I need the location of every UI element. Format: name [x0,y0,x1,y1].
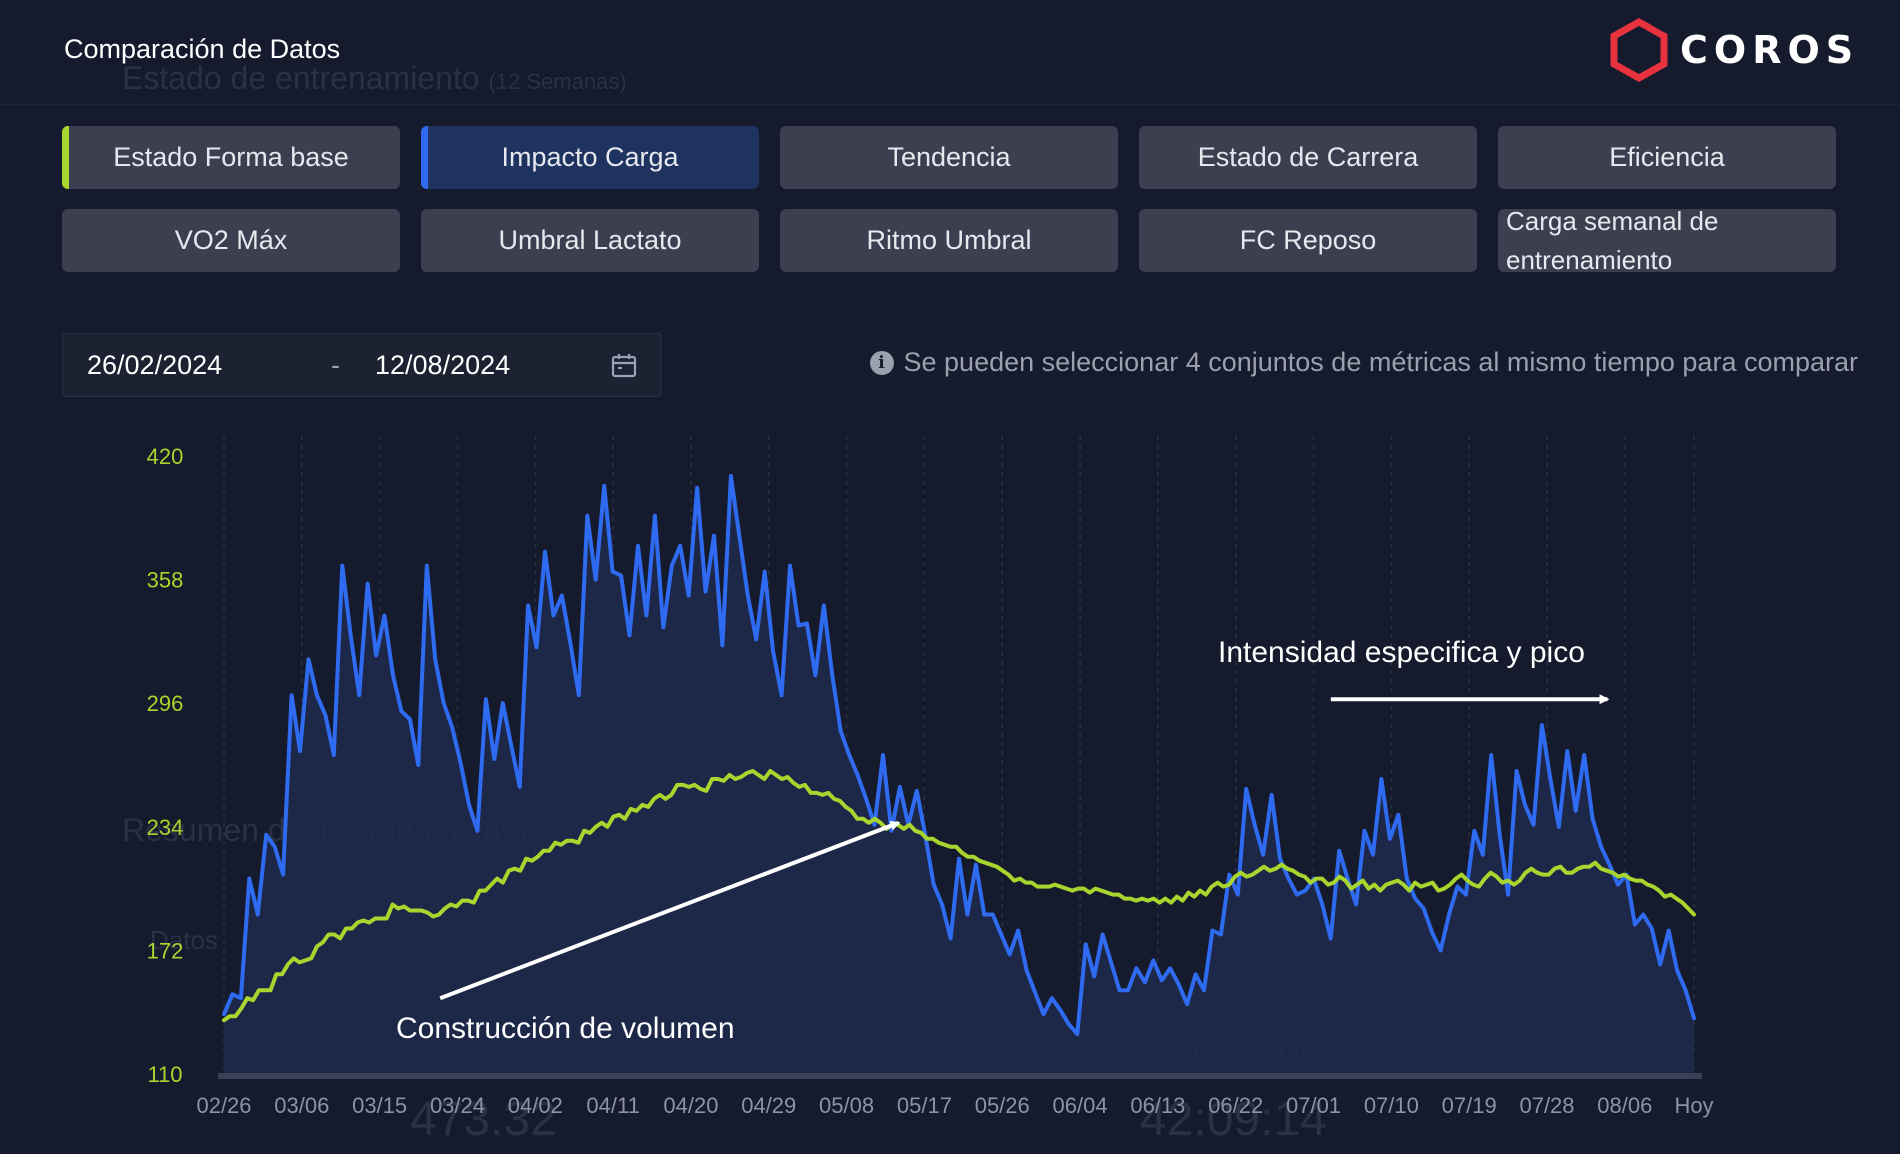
tab-label: VO2 Máx [174,225,288,256]
x-tick-label: 05/17 [897,1093,952,1118]
tab-fc-reposo[interactable]: FC Reposo [1139,209,1477,272]
tab-label: Impacto Carga [501,142,679,173]
x-tick-label: 04/02 [508,1093,563,1118]
date-separator: - [331,350,340,380]
x-tick-label: 04/20 [663,1093,718,1118]
tab-indicator-green [62,126,69,189]
tab-label: Tendencia [887,142,1011,173]
x-tick-label: 08/06 [1597,1093,1652,1118]
y-tick-label: 358 [147,568,184,593]
start-date[interactable]: 26/02/2024 [87,350,223,380]
x-tick-label: 05/08 [819,1093,874,1118]
tab-ritmo-umbral[interactable]: Ritmo Umbral [780,209,1118,272]
series-area-0 [224,475,1694,1074]
y-tick-label: 234 [147,815,184,840]
coros-hexagon-icon [1610,18,1668,82]
x-tick-label: 07/01 [1286,1093,1341,1118]
tab-label: Estado de Carrera [1197,142,1419,173]
x-tick-label: 06/04 [1053,1093,1108,1118]
x-tick-label: 07/28 [1519,1093,1574,1118]
x-tick-label: 02/26 [196,1093,251,1118]
info-text: Se pueden seleccionar 4 conjuntos de mét… [903,347,1858,377]
y-tick-label: 172 [147,938,184,963]
tab-vo2-max[interactable]: VO2 Máx [62,209,400,272]
x-tick-label: 07/10 [1364,1093,1419,1118]
annotation-text-intensity: Intensidad especifica y pico [1218,636,1585,669]
tab-carga-semanal[interactable]: Carga semanal de entrenamiento [1498,206,1836,275]
x-tick-label: 04/29 [741,1093,796,1118]
series-line-estado-forma-base [222,769,1696,1023]
tab-label: Eficiencia [1609,142,1725,173]
tab-tendencia[interactable]: Tendencia [780,126,1118,189]
x-tick-label: 06/22 [1208,1093,1263,1118]
tab-umbral-lactato[interactable]: Umbral Lactato [421,209,759,272]
tab-indicator-blue [421,126,428,189]
x-tick-label: 03/24 [430,1093,485,1118]
logo-text: COROS [1680,28,1860,72]
y-tick-label: 296 [147,691,184,716]
metric-tabs: Estado Forma base Impacto Carga Tendenci… [62,126,1860,275]
x-tick-label: Hoy [1674,1093,1713,1118]
x-tick-label: 07/19 [1442,1093,1497,1118]
x-tick-label: 04/11 [586,1093,639,1118]
calendar-icon[interactable] [611,352,637,378]
tab-label: Umbral Lactato [498,225,682,256]
page-title: Comparación de Datos [64,34,341,64]
end-date[interactable]: 12/08/2024 [375,350,511,380]
x-tick-label: 05/26 [975,1093,1030,1118]
x-tick-label: 03/06 [274,1093,329,1118]
tab-label: Carga semanal de entrenamiento [1506,205,1719,275]
tab-estado-forma-base[interactable]: Estado Forma base [62,126,400,189]
tab-impacto-carga[interactable]: Impacto Carga [421,126,759,189]
annotation-text-volume: Construcción de volumen [396,1012,735,1045]
tab-label: FC Reposo [1239,225,1377,256]
x-tick-label: 06/13 [1130,1093,1185,1118]
tab-eficiencia[interactable]: Eficiencia [1498,126,1836,189]
date-range-picker[interactable]: 26/02/2024 - 12/08/2024 [62,333,662,397]
y-tick-label: 110 [147,1062,182,1087]
x-tick-label: 03/15 [352,1093,407,1118]
y-tick-label: 420 [147,444,184,469]
info-note: i Se pueden seleccionar 4 conjuntos de m… [869,347,1858,378]
tab-estado-de-carrera[interactable]: Estado de Carrera [1139,126,1477,189]
tab-label: Ritmo Umbral [866,225,1032,256]
header-bar: Comparación de Datos COROS [0,0,1900,105]
tab-label: Estado Forma base [113,142,349,173]
info-icon: i [869,350,894,375]
coros-logo: COROS [1608,18,1859,82]
series-line-impacto-carga [222,473,1696,1037]
annotation-arrow-volume [439,820,901,1001]
